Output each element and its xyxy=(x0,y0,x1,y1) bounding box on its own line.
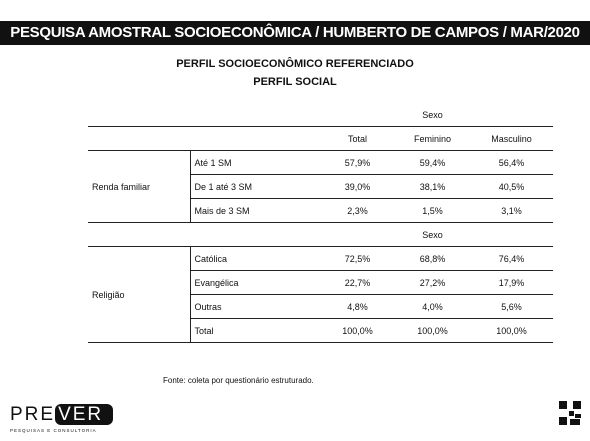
value: 68,8% xyxy=(395,246,470,271)
table-row: Religião Católica 72,5% 68,8% 76,4% xyxy=(88,246,553,343)
column-header: Total xyxy=(320,126,395,151)
value: 76,4% xyxy=(470,246,553,271)
value: 5,6% xyxy=(470,294,553,319)
subtitle: PERFIL SOCIOECONÔMICO REFERENCIADO xyxy=(176,58,414,70)
row-label: Mais de 3 SM xyxy=(190,198,320,223)
section-title: PERFIL SOCIAL xyxy=(253,76,337,88)
cell xyxy=(88,222,395,247)
logo-part: PRE xyxy=(10,404,56,425)
cell xyxy=(470,222,553,247)
table-row: Sexo xyxy=(88,222,553,247)
table-row: Renda familiar Até 1 SM 57,9% 59,4% 56,4% xyxy=(88,150,553,223)
value: 17,9% xyxy=(470,270,553,295)
cell xyxy=(190,126,320,151)
row-label: De 1 até 3 SM xyxy=(190,174,320,199)
value: 57,9% xyxy=(320,150,395,175)
table-row: Outras 4,8% 4,0% 5,6% xyxy=(88,294,553,319)
row-label: Outras xyxy=(190,294,320,319)
cell xyxy=(470,103,553,127)
table-row: Total 100,0% 100,0% 100,0% xyxy=(88,318,553,343)
column-header: Masculino xyxy=(470,126,553,151)
row-label: Até 1 SM xyxy=(190,150,320,175)
table-row: De 1 até 3 SM 39,0% 38,1% 40,5% xyxy=(88,174,553,199)
qr-icon xyxy=(558,400,582,426)
group-header: Sexo xyxy=(395,103,470,127)
logo-tagline: PESQUISAS E CONSULTORIA xyxy=(10,428,97,433)
logo-part: VER xyxy=(55,404,114,425)
value: 40,5% xyxy=(470,174,553,199)
value: 39,0% xyxy=(320,174,395,199)
value: 59,4% xyxy=(395,150,470,175)
row-label: Católica xyxy=(190,246,320,271)
value: 4,8% xyxy=(320,294,395,319)
value: 72,5% xyxy=(320,246,395,271)
value: 1,5% xyxy=(395,198,470,223)
source: Fonte: coleta por questionário estrutura… xyxy=(163,376,314,385)
group-name: Renda familiar xyxy=(88,150,191,223)
value: 2,3% xyxy=(320,198,395,223)
cell xyxy=(88,126,190,151)
value: 100,0% xyxy=(395,318,470,343)
value: 3,1% xyxy=(470,198,553,223)
table-row: Mais de 3 SM 2,3% 1,5% 3,1% xyxy=(88,198,553,223)
value: 56,4% xyxy=(470,150,553,175)
cell xyxy=(88,103,395,127)
value: 38,1% xyxy=(395,174,470,199)
value: 100,0% xyxy=(470,318,553,343)
column-header: Feminino xyxy=(395,126,470,151)
logo: PRE VER xyxy=(10,404,114,426)
header-title: PESQUISA AMOSTRAL SOCIOECONÔMICA / HUMBE… xyxy=(0,21,590,45)
row-label: Evangélica xyxy=(190,270,320,295)
table-row: Evangélica 22,7% 27,2% 17,9% xyxy=(88,270,553,295)
table-row: Total Feminino Masculino xyxy=(88,126,553,151)
group-header: Sexo xyxy=(395,222,470,247)
value: 100,0% xyxy=(320,318,395,343)
value: 4,0% xyxy=(395,294,470,319)
table: Sexo Total Feminino Masculino Renda familiar… xyxy=(88,103,553,343)
value: 27,2% xyxy=(395,270,470,295)
row-label: Total xyxy=(190,318,320,343)
value: 22,7% xyxy=(320,270,395,295)
table-row: Sexo xyxy=(88,103,553,127)
group-name: Religião xyxy=(88,246,191,343)
